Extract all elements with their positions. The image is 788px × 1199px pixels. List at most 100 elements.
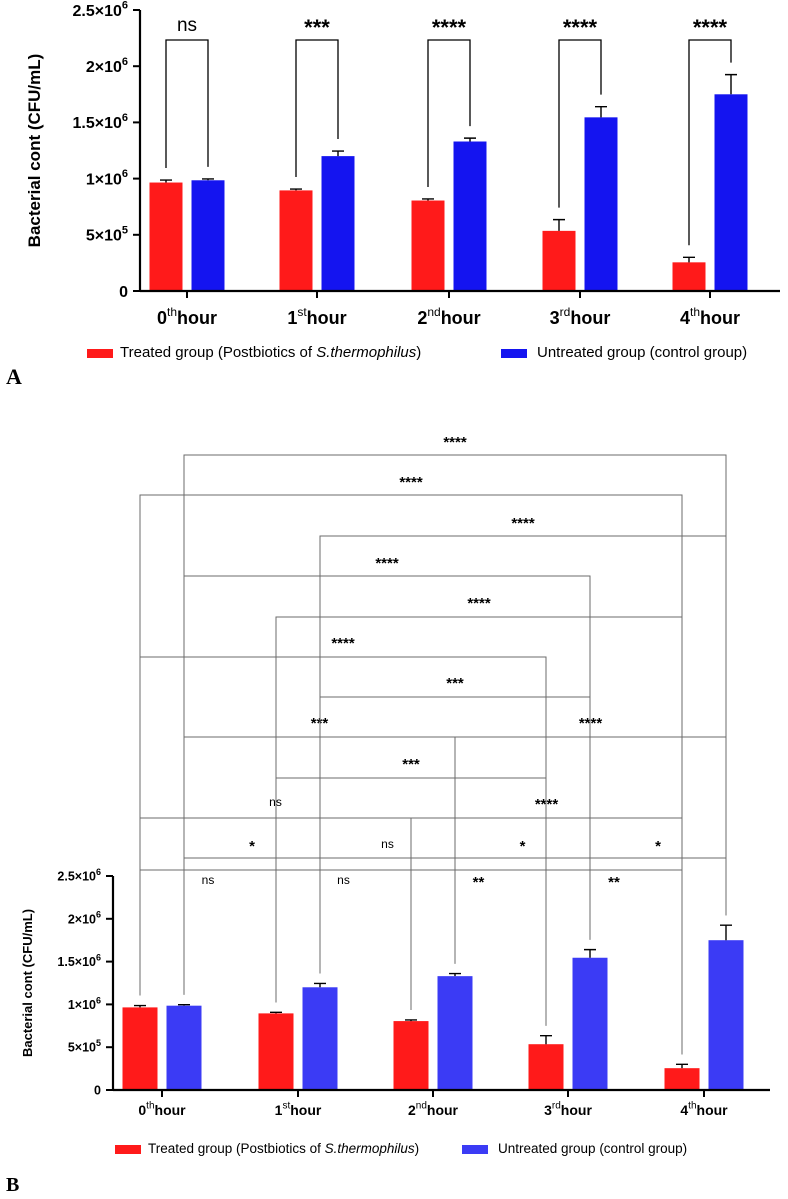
x-tick-label: 2ndhour xyxy=(417,305,480,328)
legend-swatch-untreated xyxy=(501,349,527,358)
significance-label: ns xyxy=(381,837,394,851)
significance-bracket xyxy=(427,39,471,187)
error-bar-untreated-1 xyxy=(332,150,344,157)
y-tick-label: 1×106 xyxy=(86,168,128,188)
bar-untreated-2 xyxy=(453,141,487,291)
significance-label: ns xyxy=(202,873,215,887)
error-bar-treated-1 xyxy=(290,188,302,191)
y-tick-label: 1.5×106 xyxy=(72,112,128,132)
significance-label: ns xyxy=(337,873,350,887)
bar-treated-1 xyxy=(258,1013,294,1090)
legend: Treated group (Postbiotics of S.thermoph… xyxy=(115,1141,687,1156)
y-tick-label: 1.5×106 xyxy=(57,952,101,969)
legend-label-untreated: Untreated group (control group) xyxy=(537,344,747,361)
y-tick-label: 2×106 xyxy=(68,910,101,927)
x-tick-label: 3rdhour xyxy=(544,1101,592,1118)
significance-label: ** xyxy=(608,874,620,891)
bar-untreated-4 xyxy=(708,940,744,1090)
significance-label: **** xyxy=(399,474,423,491)
bar-treated-2 xyxy=(393,1021,429,1090)
error-bar-treated-4 xyxy=(683,256,695,263)
bar-untreated-1 xyxy=(302,987,338,1090)
bar-treated-3 xyxy=(528,1044,564,1090)
significance-label: * xyxy=(249,838,255,855)
y-tick-label: 1×106 xyxy=(68,995,101,1012)
significance-label: **** xyxy=(443,434,467,451)
error-bar-treated-2 xyxy=(405,1019,417,1022)
significance-label: *** xyxy=(446,675,464,692)
x-tick-label: 1sthour xyxy=(287,305,346,328)
error-bar-treated-2 xyxy=(422,198,434,201)
y-tick-label: 2.5×106 xyxy=(72,0,128,20)
y-axis-title: Bacterial cont (CFU/mL) xyxy=(20,909,35,1057)
significance-label: *** xyxy=(304,15,330,40)
significance-label: * xyxy=(655,838,661,855)
bar-untreated-3 xyxy=(572,957,608,1090)
error-bar-untreated-0 xyxy=(178,1003,190,1006)
error-bar-untreated-3 xyxy=(595,105,607,118)
legend-label-treated: Treated group (Postbiotics of S.thermoph… xyxy=(120,344,421,361)
y-tick-label: 2×106 xyxy=(86,56,128,76)
error-bar-untreated-2 xyxy=(464,137,476,142)
x-tick-label: 0thhour xyxy=(138,1101,186,1118)
bar-treated-3 xyxy=(542,230,576,291)
legend: Treated group (Postbiotics of S.thermoph… xyxy=(87,344,747,361)
legend-swatch-treated xyxy=(115,1145,141,1154)
significance-label: ** xyxy=(473,874,485,891)
significance-label: **** xyxy=(432,15,467,40)
significance-bracket xyxy=(139,494,683,1055)
bar-treated-1 xyxy=(279,190,313,291)
significance-bracket xyxy=(183,454,727,995)
significance-label: ns xyxy=(177,15,197,36)
error-bar-treated-3 xyxy=(553,218,565,231)
panel-letter: B xyxy=(6,1174,19,1196)
bar-untreated-0 xyxy=(166,1005,202,1090)
y-tick-label: 0 xyxy=(119,284,128,301)
significance-bracket xyxy=(165,39,209,169)
y-axis-title: Bacterial cont (CFU/mL) xyxy=(25,54,44,248)
legend-label-untreated: Untreated group (control group) xyxy=(498,1141,687,1156)
bar-untreated-2 xyxy=(437,976,473,1090)
y-tick-label: 0 xyxy=(94,1084,101,1098)
significance-label: **** xyxy=(511,515,535,532)
significance-label: **** xyxy=(693,15,728,40)
bar-treated-4 xyxy=(672,262,706,291)
bar-untreated-3 xyxy=(584,117,618,291)
significance-bracket xyxy=(545,869,683,1055)
chart-panel-b: 0 5×105 1×106 1.5×106 2×106 2.5×106 0thhour 1st… xyxy=(6,434,770,1196)
significance-label: **** xyxy=(331,635,355,652)
error-bar-treated-3 xyxy=(540,1034,552,1045)
x-tick-label: 4thhour xyxy=(680,305,740,328)
significance-label: * xyxy=(520,838,526,855)
significance-bracket xyxy=(688,39,732,246)
error-bar-untreated-1 xyxy=(314,982,326,988)
chart-panel-a: 0 5×105 1×106 1.5×106 2×106 2.5×106 0thhour 1st… xyxy=(6,0,780,389)
y-tick-label: 5×105 xyxy=(86,224,128,244)
bar-untreated-0 xyxy=(191,180,225,291)
significance-label: **** xyxy=(535,796,559,813)
significance-label: *** xyxy=(402,756,420,773)
panel-letter: A xyxy=(6,364,22,389)
error-bar-untreated-4 xyxy=(720,924,732,941)
bar-untreated-1 xyxy=(321,156,355,291)
significance-bracket xyxy=(275,869,412,1010)
significance-label: **** xyxy=(579,715,603,732)
bar-treated-4 xyxy=(664,1068,700,1090)
error-bar-untreated-3 xyxy=(584,948,596,958)
bar-treated-0 xyxy=(122,1007,158,1090)
legend-swatch-untreated xyxy=(462,1145,488,1154)
error-bar-untreated-4 xyxy=(725,73,737,95)
bar-treated-2 xyxy=(411,200,445,291)
x-tick-label: 1sthour xyxy=(275,1101,322,1118)
error-bar-treated-1 xyxy=(270,1011,282,1014)
significance-bracket xyxy=(558,39,602,208)
error-bar-treated-0 xyxy=(160,179,172,183)
bar-treated-0 xyxy=(149,182,183,291)
legend-swatch-treated xyxy=(87,349,113,358)
x-tick-label: 4thhour xyxy=(680,1101,728,1118)
error-bar-treated-0 xyxy=(134,1004,146,1008)
significance-bracket xyxy=(319,535,727,974)
y-tick-label: 2.5×106 xyxy=(57,867,101,884)
legend-label-treated: Treated group (Postbiotics of S.thermoph… xyxy=(148,1141,419,1156)
